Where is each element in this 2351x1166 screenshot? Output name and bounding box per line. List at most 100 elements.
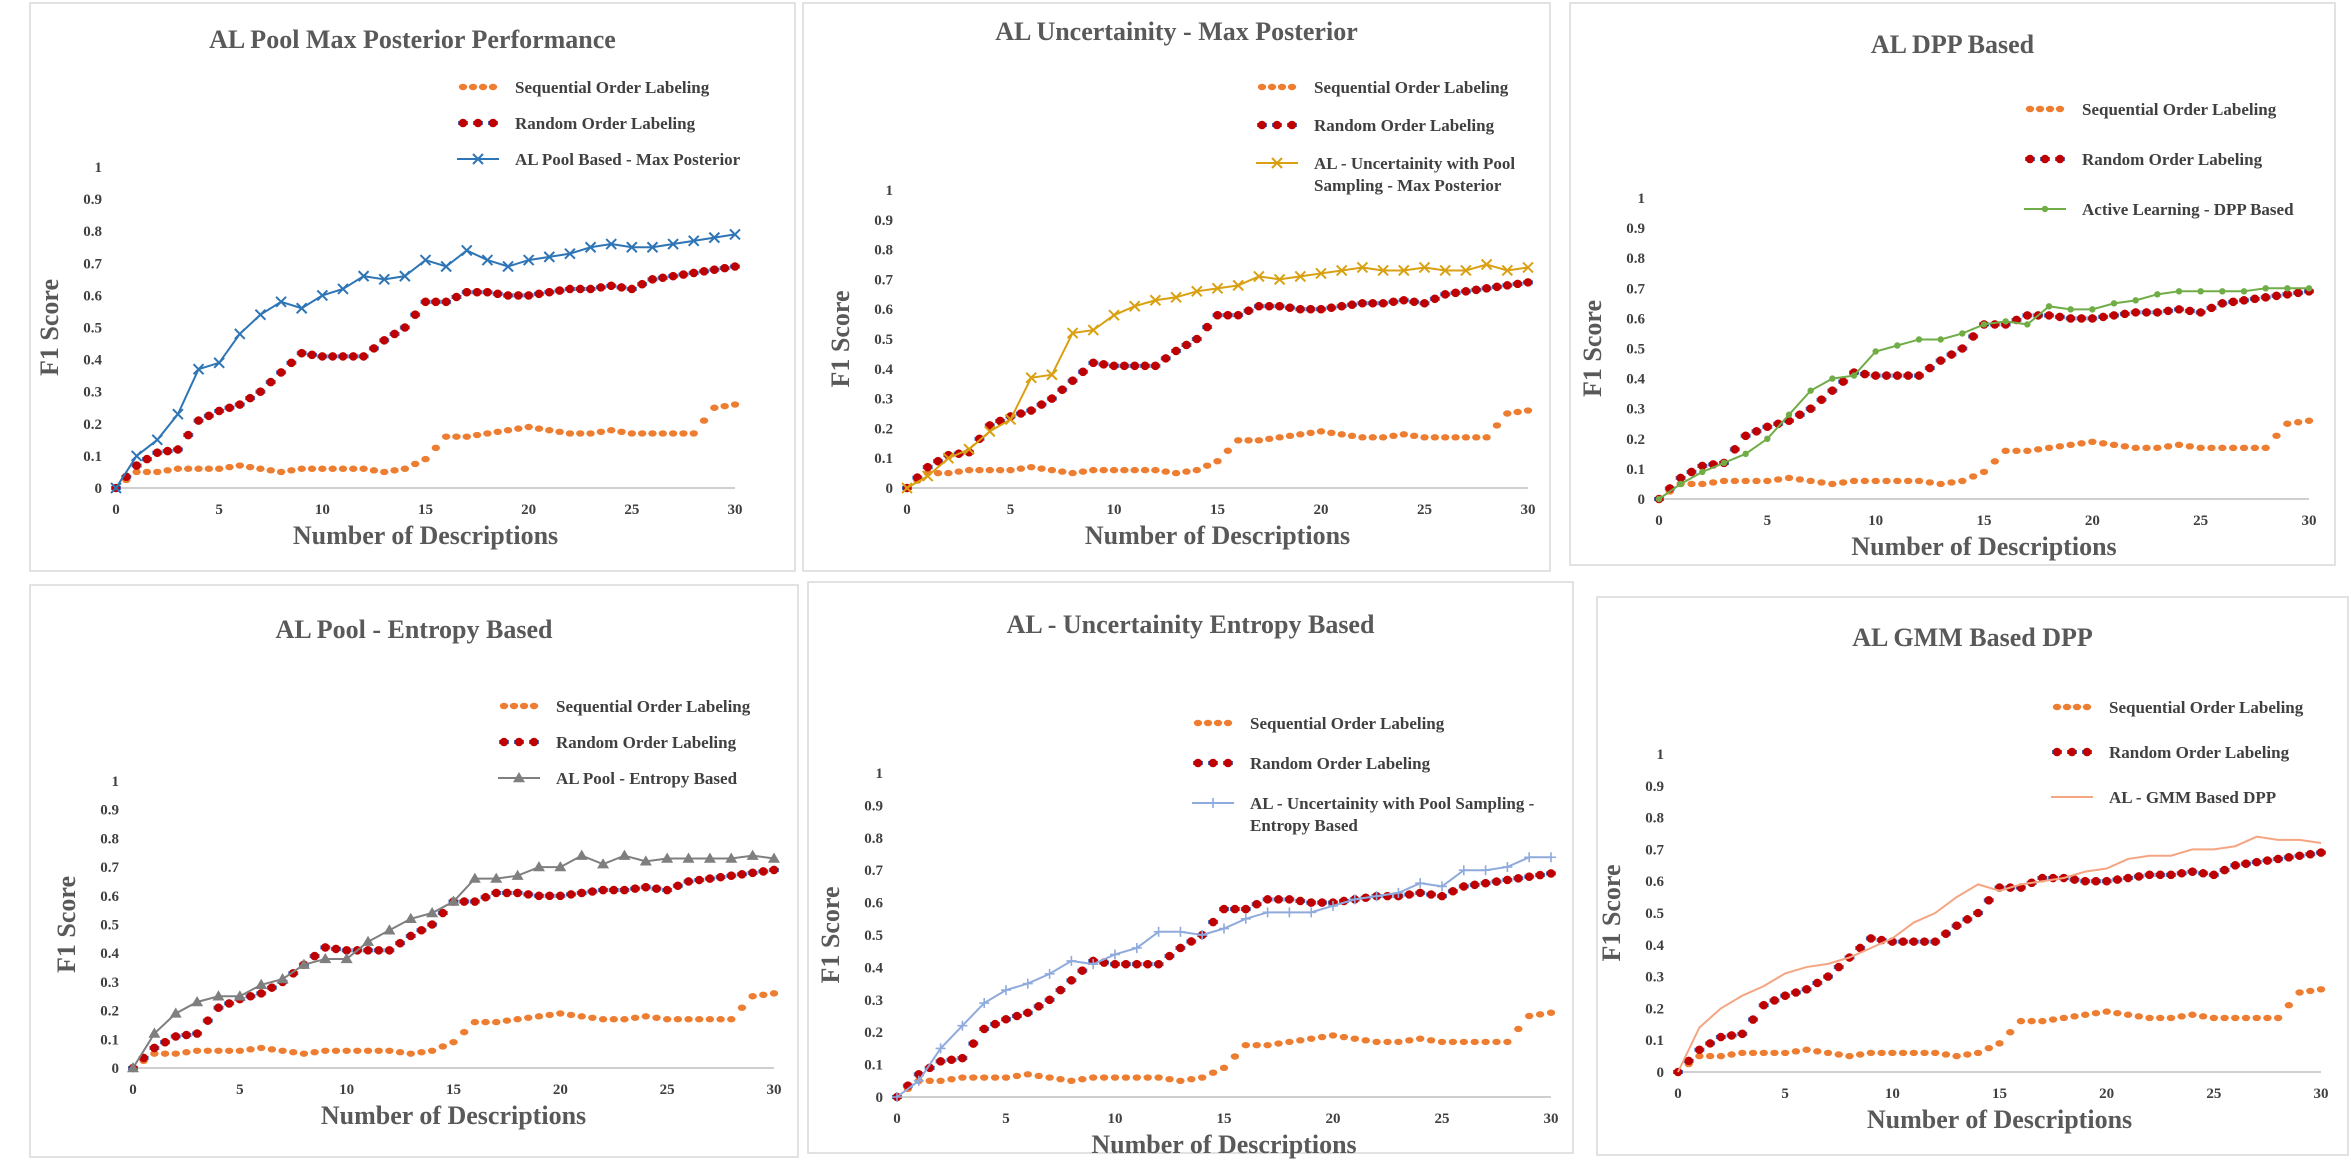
random-point (338, 352, 348, 361)
x-tick-label: 25 (2193, 513, 2208, 529)
random-point (1213, 310, 1222, 320)
al-series-point (1807, 387, 1814, 394)
sequential-point (328, 465, 337, 472)
random-point (684, 877, 693, 886)
sequential-point (2134, 1013, 2144, 1020)
legend-sequential-swatch (1267, 83, 1277, 91)
sequential-point (1834, 1051, 1843, 1058)
legend-al-label: AL - Uncertainity with Pool Sampling - (1250, 794, 1535, 813)
sequential-point (462, 433, 471, 440)
random-point (936, 1057, 945, 1066)
sequential-point (1078, 468, 1088, 475)
random-point (1012, 1011, 1022, 1021)
sequential-point (534, 1013, 544, 1020)
sequential-point (1378, 434, 1388, 441)
sequential-point (1012, 1072, 1022, 1080)
sequential-point (2316, 986, 2326, 993)
sequential-point (555, 428, 564, 436)
sequential-point (2001, 447, 2010, 455)
legend-random-swatch (1287, 120, 1297, 130)
random-point (2263, 856, 2272, 865)
sequential-point (278, 1047, 287, 1054)
random-point (374, 946, 384, 955)
y-tick-label: 0.5 (864, 928, 883, 944)
sequential-point (160, 1050, 170, 1057)
random-point (514, 291, 523, 300)
legend-sequential-swatch (2055, 105, 2065, 113)
legend: Sequential Order Labeling Random Order La… (1192, 714, 1535, 835)
random-point (1695, 1045, 1704, 1055)
y-tick-label: 0.3 (864, 993, 883, 1009)
random-point (2091, 876, 2101, 886)
random-point (2261, 293, 2270, 302)
al-series-point (1022, 978, 1033, 989)
x-axis-title: Number of Descriptions (1851, 532, 2116, 561)
sequential-point (225, 463, 234, 471)
al-series-point (419, 254, 432, 266)
series-al (1655, 285, 2313, 503)
series-al (892, 852, 1556, 1102)
random-point (1947, 350, 1956, 359)
random-point (1264, 301, 1274, 311)
sequential-point (1307, 1035, 1316, 1042)
sequential-point (2113, 1009, 2122, 1017)
al-series-point (461, 244, 473, 257)
y-axis-title: F1 Score (1597, 865, 1626, 962)
sequential-point (1698, 480, 1707, 488)
random-point (421, 297, 430, 307)
al-series-point (110, 482, 122, 494)
x-tick-label: 10 (1107, 502, 1122, 518)
sequential-point (1695, 1052, 1704, 1060)
sequential-point (513, 1016, 522, 1023)
sequential-point (1372, 1038, 1381, 1046)
legend-sequential-swatch (529, 702, 539, 710)
al-series-point (2045, 303, 2053, 310)
y-tick-label: 0.9 (83, 192, 102, 208)
random-point (652, 884, 661, 893)
legend-random-swatch (2025, 154, 2035, 164)
random-point (1409, 297, 1419, 307)
al-series-point (426, 907, 439, 918)
sequential-point (1514, 1025, 1523, 1033)
al-series-point (1546, 852, 1556, 863)
y-tick-label: 0 (1657, 1065, 1665, 1081)
series-al (1677, 835, 2322, 1073)
legend-sequential-label: Sequential Order Labeling (2109, 698, 2304, 717)
x-tick-label: 20 (521, 502, 536, 518)
sequential-point (452, 433, 461, 440)
random-point (759, 867, 768, 876)
random-point (2230, 861, 2240, 870)
legend-sequential-swatch (1287, 83, 1297, 91)
sequential-point (1154, 1074, 1163, 1081)
sequential-point (1317, 1033, 1327, 1041)
legend: Sequential Order Labeling Random Order La… (457, 78, 741, 169)
random-point (2284, 853, 2294, 862)
random-point (658, 273, 668, 283)
y-tick-label: 0.7 (1645, 842, 1664, 858)
random-point (1898, 937, 1908, 946)
sequential-point (1067, 1077, 1076, 1085)
y-tick-label: 0.9 (874, 213, 893, 229)
legend-sequential-swatch (1203, 719, 1213, 727)
al-series-point (2089, 306, 2096, 313)
al-series-point (667, 238, 679, 250)
sequential-point (1328, 1032, 1338, 1039)
sequential-point (705, 1016, 715, 1023)
al-series-point (2219, 288, 2226, 295)
al-series-point (584, 241, 597, 253)
al-series-point (708, 231, 721, 244)
random-point (192, 1029, 202, 1038)
x-tick-label: 10 (1108, 1111, 1123, 1127)
random-point (438, 908, 448, 918)
random-point (2295, 851, 2304, 861)
random-point (452, 292, 461, 302)
al-series-point (1349, 894, 1360, 905)
sequential-point (1285, 432, 1295, 440)
al-series-point (1418, 261, 1431, 274)
sequential-point (958, 1074, 967, 1081)
random-point (331, 944, 341, 954)
al-series-point (1524, 852, 1535, 863)
random-point (493, 289, 503, 299)
sequential-point (1898, 1049, 1908, 1057)
al-series-point (646, 241, 659, 253)
